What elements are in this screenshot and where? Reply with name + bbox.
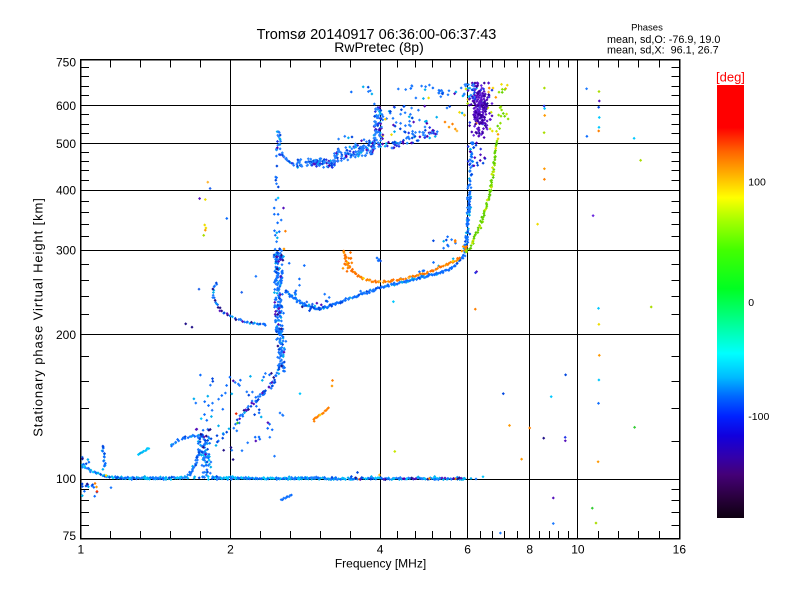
svg-text:16: 16 xyxy=(673,543,687,557)
svg-text:300: 300 xyxy=(56,243,76,257)
svg-text:RwPretec (8p): RwPretec (8p) xyxy=(334,39,423,55)
svg-text:2: 2 xyxy=(227,543,234,557)
svg-text:Tromsø 20140917 06:36:00-06:37: Tromsø 20140917 06:36:00-06:37:43 xyxy=(257,27,497,43)
svg-text:mean, sd,O: -76.9, 19.0: mean, sd,O: -76.9, 19.0 xyxy=(607,34,720,46)
svg-text:750: 750 xyxy=(56,56,76,70)
svg-text:4: 4 xyxy=(377,543,384,557)
svg-text:1: 1 xyxy=(78,543,85,557)
svg-text:600: 600 xyxy=(56,99,76,113)
svg-text:400: 400 xyxy=(56,184,76,198)
svg-text:0: 0 xyxy=(748,297,754,309)
svg-text:6: 6 xyxy=(464,543,471,557)
svg-text:100: 100 xyxy=(56,472,76,486)
svg-text:500: 500 xyxy=(56,137,76,151)
svg-text:-100: -100 xyxy=(748,411,769,423)
svg-text:[deg]: [deg] xyxy=(716,70,745,85)
svg-text:Stationary phase Virtual Heigh: Stationary phase Virtual Height [km] xyxy=(31,197,46,437)
svg-text:Phases: Phases xyxy=(631,23,663,34)
svg-text:100: 100 xyxy=(748,177,766,189)
svg-text:75: 75 xyxy=(63,529,77,543)
svg-text:mean, sd,X: 96.1, 26.7: mean, sd,X: 96.1, 26.7 xyxy=(607,45,719,57)
svg-text:Frequency [MHz]: Frequency [MHz] xyxy=(335,557,426,571)
svg-text:10: 10 xyxy=(571,543,585,557)
svg-text:200: 200 xyxy=(56,328,76,342)
svg-text:8: 8 xyxy=(526,543,533,557)
